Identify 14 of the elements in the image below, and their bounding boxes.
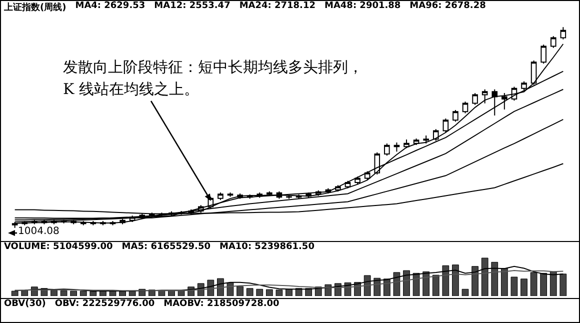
text: VOLUME: 5104599.00 — [4, 242, 113, 254]
text: MA4: 2629.53 — [75, 1, 146, 13]
chart-title: 上证指数(周线) — [4, 1, 66, 14]
text: MA48: 2901.88 — [324, 1, 401, 13]
text: MA96: 2678.28 — [410, 1, 486, 13]
text: MAOBV: 218509728.00 — [164, 299, 280, 311]
text: MA12: 2553.47 — [154, 1, 230, 13]
text: MA10: 5239861.50 — [220, 242, 314, 254]
text: MA5: 6165529.50 — [122, 242, 210, 254]
text: OBV(30) — [4, 299, 46, 311]
text: MA24: 2718.12 — [239, 1, 316, 13]
text: OBV: 222529776.00 — [54, 299, 155, 311]
annotation: 发散向上阶段特征：短中长期均线多头排列， K 线站在均线之上。 — [63, 57, 363, 100]
annotation: 1004.08 — [18, 225, 60, 239]
